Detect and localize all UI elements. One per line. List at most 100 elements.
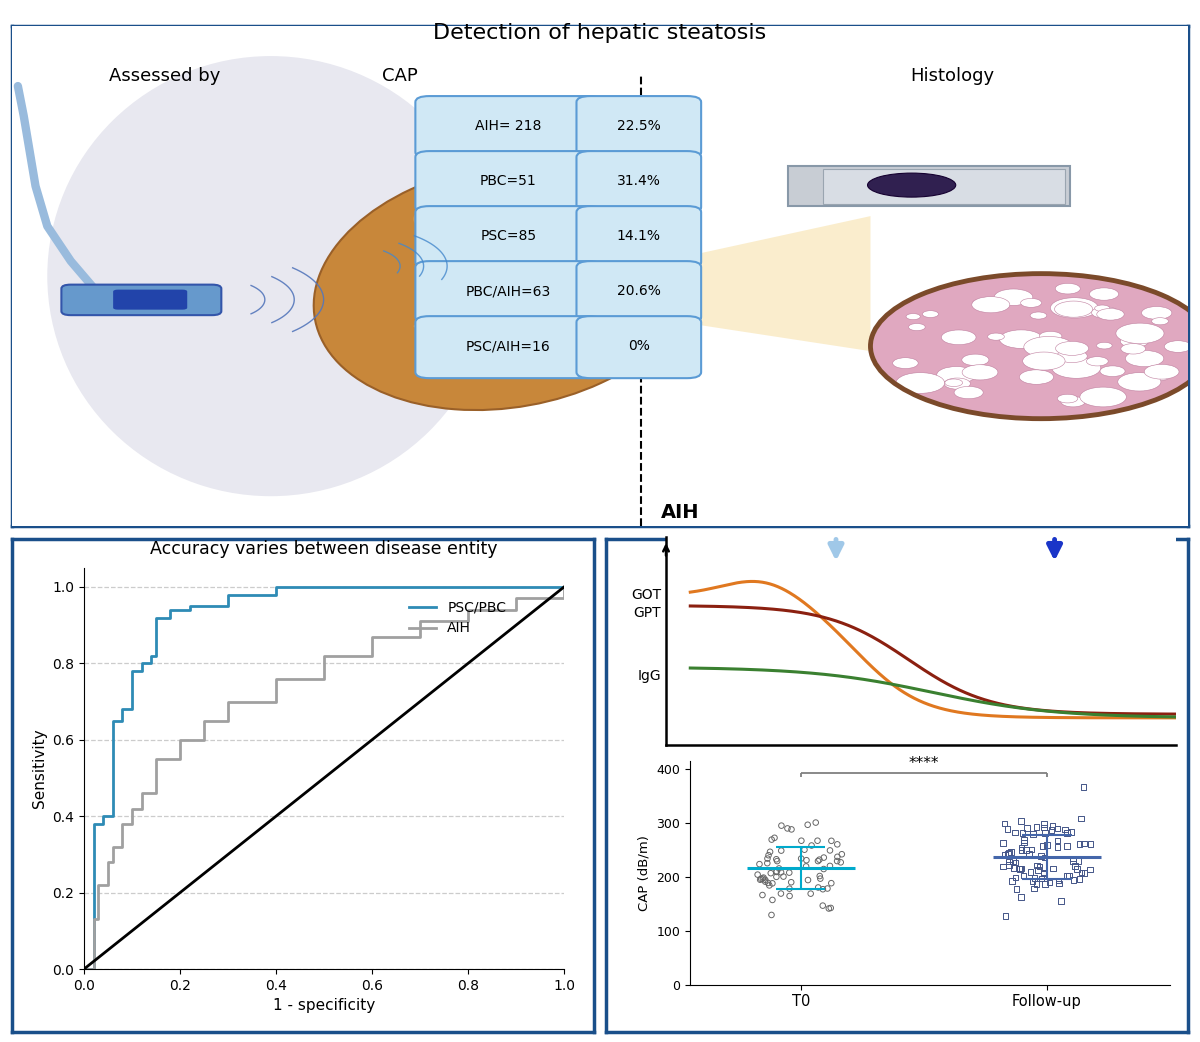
Circle shape — [1145, 365, 1180, 379]
Ellipse shape — [868, 173, 955, 197]
Ellipse shape — [413, 200, 505, 231]
Circle shape — [1116, 323, 1164, 344]
Point — [809, 852, 828, 869]
Point — [1032, 870, 1051, 887]
Point — [778, 820, 797, 837]
FancyBboxPatch shape — [576, 206, 701, 268]
Point — [1060, 867, 1079, 884]
Point — [822, 875, 841, 892]
X-axis label: 1 - specificity: 1 - specificity — [272, 998, 376, 1013]
Point — [1072, 864, 1091, 880]
Point — [1028, 862, 1048, 878]
Point — [769, 860, 788, 876]
Point — [1027, 857, 1046, 873]
Ellipse shape — [583, 209, 617, 222]
Point — [772, 817, 791, 834]
Point — [762, 832, 781, 848]
Point — [758, 850, 778, 867]
FancyBboxPatch shape — [415, 262, 602, 323]
Circle shape — [1141, 306, 1172, 319]
Ellipse shape — [313, 163, 698, 411]
Point — [1055, 821, 1074, 838]
Point — [767, 868, 786, 885]
Ellipse shape — [515, 180, 544, 192]
Point — [806, 814, 826, 830]
Circle shape — [1052, 357, 1100, 378]
Point — [1000, 857, 1019, 873]
Point — [1009, 860, 1028, 876]
Ellipse shape — [505, 346, 530, 356]
Ellipse shape — [413, 322, 434, 330]
Point — [1002, 872, 1021, 889]
Point — [754, 870, 773, 887]
Point — [814, 897, 833, 914]
Point — [768, 852, 787, 869]
Point — [1050, 875, 1069, 892]
Text: IgG: IgG — [637, 669, 661, 684]
Circle shape — [1097, 343, 1112, 349]
Point — [1063, 850, 1082, 867]
Point — [814, 861, 833, 877]
Point — [828, 836, 847, 852]
Point — [814, 880, 833, 897]
Point — [828, 852, 847, 869]
Point — [1070, 836, 1090, 852]
Text: CAP: CAP — [383, 67, 418, 85]
FancyBboxPatch shape — [576, 96, 701, 158]
Circle shape — [1152, 318, 1169, 325]
Circle shape — [972, 297, 1010, 313]
Circle shape — [908, 323, 925, 330]
FancyBboxPatch shape — [576, 262, 701, 323]
Point — [1013, 824, 1032, 841]
Point — [792, 850, 811, 867]
Point — [1014, 867, 1033, 884]
Point — [792, 833, 811, 849]
Point — [772, 864, 791, 880]
Point — [1069, 870, 1088, 887]
Point — [1081, 836, 1100, 852]
Point — [756, 873, 775, 890]
Point — [1012, 839, 1031, 855]
Point — [811, 870, 830, 887]
Ellipse shape — [47, 56, 494, 496]
Point — [780, 888, 799, 904]
Point — [1015, 835, 1034, 851]
Point — [994, 835, 1013, 851]
Circle shape — [923, 311, 938, 318]
Point — [1012, 860, 1031, 876]
Point — [758, 874, 778, 891]
Point — [810, 868, 829, 885]
Text: 0%: 0% — [628, 339, 649, 353]
Point — [1066, 858, 1085, 874]
Circle shape — [1117, 373, 1160, 391]
Circle shape — [1097, 308, 1124, 320]
Circle shape — [1092, 306, 1118, 319]
Text: PBC/AIH=63: PBC/AIH=63 — [466, 284, 551, 298]
Point — [1000, 845, 1019, 862]
Circle shape — [1147, 371, 1171, 380]
Point — [764, 829, 784, 846]
Polygon shape — [823, 169, 1064, 203]
FancyBboxPatch shape — [576, 316, 701, 378]
Point — [1036, 849, 1055, 866]
Ellipse shape — [442, 194, 476, 208]
Point — [798, 872, 817, 889]
Point — [772, 886, 791, 902]
Point — [1034, 819, 1054, 836]
Point — [1063, 872, 1082, 889]
Point — [1034, 864, 1054, 880]
Point — [1048, 833, 1067, 849]
Point — [1048, 839, 1067, 855]
Y-axis label: CAP (dB/m): CAP (dB/m) — [638, 835, 650, 911]
Point — [756, 871, 775, 888]
Point — [833, 846, 852, 863]
Point — [750, 855, 769, 872]
Point — [748, 866, 767, 883]
Point — [1024, 825, 1043, 842]
Circle shape — [988, 333, 1004, 341]
Point — [1072, 810, 1091, 826]
Point — [1063, 852, 1082, 869]
Circle shape — [1121, 344, 1146, 354]
Circle shape — [1019, 370, 1054, 384]
Text: PBC=51: PBC=51 — [480, 174, 536, 189]
